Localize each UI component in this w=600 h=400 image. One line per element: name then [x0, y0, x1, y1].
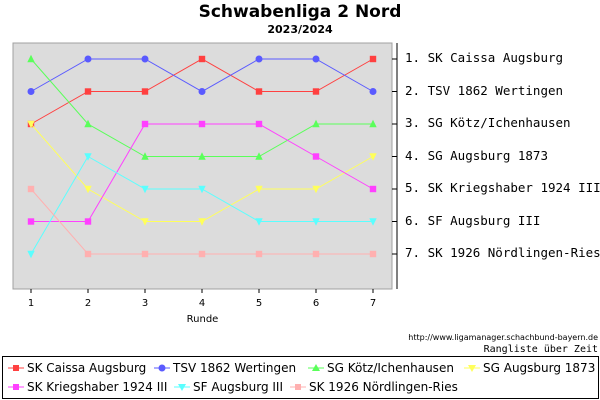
legend-marker	[154, 364, 170, 371]
data-point	[255, 218, 263, 226]
source-url[interactable]: http://www.ligamanager.schachbund-bayern…	[408, 333, 598, 342]
data-point	[141, 152, 149, 160]
data-point	[255, 120, 263, 128]
ranking-entry: 6. SF Augsburg III	[405, 212, 541, 228]
ranking-entry: 7. SK 1926 Nördlingen-Ries	[405, 245, 600, 260]
data-point	[255, 185, 263, 194]
data-point	[255, 250, 263, 258]
data-point	[27, 218, 35, 225]
data-point	[198, 218, 206, 226]
x-tick-label: 4	[199, 298, 205, 309]
data-point	[312, 119, 320, 128]
series-tsv-1862-wertingen	[27, 55, 377, 95]
legend-label: SG Kötz/Ichenhausen	[327, 360, 454, 375]
data-point	[84, 250, 92, 258]
ranking-entry: 4. SG Augsburg 1873	[405, 147, 548, 163]
data-point	[141, 88, 149, 95]
legend-label: SK Kriegshaber 1924 III	[27, 379, 168, 394]
data-point	[369, 88, 377, 95]
data-point	[27, 185, 35, 193]
legend-label: SF Augsburg III	[193, 379, 284, 394]
data-point	[255, 88, 263, 95]
data-point	[84, 153, 92, 161]
legend-item: SK 1926 Nördlingen-Ries	[289, 377, 458, 395]
data-point	[198, 120, 206, 128]
ranking-entry: 1. SK Caissa Augsburg	[405, 50, 564, 65]
data-point	[312, 88, 320, 95]
data-point	[27, 54, 35, 63]
chart-title: Schwabenliga 2 Nord	[198, 2, 402, 22]
x-tick-label: 3	[142, 298, 148, 309]
data-point	[141, 55, 149, 63]
legend-item: SG Augsburg 1873	[463, 358, 595, 376]
legend-item: SK Caissa Augsburg	[7, 358, 146, 376]
data-point	[141, 120, 149, 128]
series-sg-augsburg-1873	[27, 120, 377, 226]
data-point	[312, 153, 320, 160]
legend-label: SK Caissa Augsburg	[27, 360, 147, 375]
x-tick-label: 1	[28, 298, 34, 309]
data-point	[369, 55, 377, 63]
data-point	[198, 88, 206, 95]
data-point	[255, 152, 263, 160]
legend-item: SG Kötz/Ichenhausen	[307, 358, 454, 376]
legend-marker	[8, 364, 24, 371]
data-point	[84, 218, 92, 225]
data-point	[369, 218, 377, 226]
rank-chart: 1 2 3 4 5 6 7 Runde	[12, 42, 398, 325]
chart-subtitle: 2023/2024	[267, 23, 333, 36]
x-tick-label: 6	[313, 298, 319, 309]
data-point	[312, 218, 320, 226]
data-point	[27, 250, 35, 259]
data-point	[141, 185, 149, 194]
legend-marker	[464, 364, 480, 372]
legend-marker	[290, 383, 306, 390]
data-point	[27, 120, 35, 129]
legend-item: SK Kriegshaber 1924 III	[7, 377, 167, 395]
data-point	[198, 152, 206, 160]
data-point	[198, 55, 206, 63]
data-point	[198, 185, 206, 194]
series-sk-kriegshaber-1924-iii	[27, 120, 377, 225]
ranking-entry: 2. TSV 1862 Wertingen	[405, 82, 564, 98]
series-sf-augsburg-iii	[27, 153, 377, 259]
data-point	[141, 250, 149, 258]
data-point	[27, 88, 35, 95]
legend-item: SF Augsburg III	[173, 377, 283, 395]
data-point	[84, 185, 92, 194]
ranking-entry: 5. SK Kriegshaber 1924 III	[405, 180, 600, 195]
data-point	[84, 88, 92, 95]
legend-item: TSV 1862 Wertingen	[153, 358, 296, 376]
ranking-entry: 3. SG Kötz/Ichenhausen	[405, 115, 571, 130]
chart-legend: SK Caissa Augsburg TSV 1862 Wertingen SG K…	[2, 356, 599, 399]
data-point	[369, 119, 377, 128]
legend-label: SK 1926 Nördlingen-Ries	[309, 379, 458, 394]
legend-label: SG Augsburg 1873	[483, 360, 596, 375]
chart-caption: Rangliste über Zeit	[483, 344, 598, 355]
data-point	[84, 55, 92, 63]
data-point	[84, 119, 92, 128]
legend-marker	[308, 363, 324, 371]
data-point	[369, 250, 377, 258]
series-sk-1926-n-rdlingen-ries	[27, 185, 377, 258]
data-point	[369, 153, 377, 161]
x-axis-label: Runde	[187, 314, 219, 325]
data-point	[312, 250, 320, 258]
legend-marker	[174, 383, 190, 391]
x-tick-label: 7	[370, 298, 376, 309]
data-point	[141, 218, 149, 226]
x-tick-label: 2	[85, 298, 91, 309]
data-point	[198, 250, 206, 258]
data-point	[312, 185, 320, 194]
data-point	[312, 55, 320, 63]
legend-marker	[8, 383, 24, 390]
legend-label: TSV 1862 Wertingen	[173, 360, 297, 375]
data-point	[255, 55, 263, 63]
data-point	[369, 185, 377, 193]
x-tick-label: 5	[256, 298, 262, 309]
series-sg-k-tz-ichenhausen	[27, 54, 377, 160]
